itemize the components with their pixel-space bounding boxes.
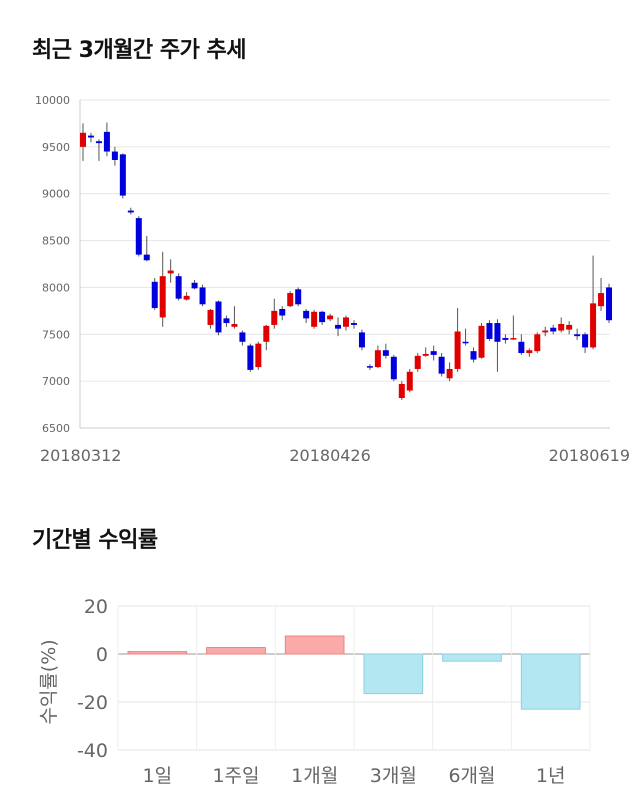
candle-body [255,343,262,368]
return-bar [127,651,188,655]
price-y-tick-label: 9500 [42,141,70,154]
candle-body [343,317,350,327]
return-x-tick-label: 3개월 [370,765,417,787]
price-trend-title: 최근 3개월간 주가 추세 [32,38,246,63]
candle-body [454,331,461,369]
price-x-tick-label: 20180312 [40,446,121,465]
candle-body [175,276,182,299]
candle-body [151,281,158,309]
candle-body [550,327,557,332]
candle-body [558,323,565,331]
return-x-tick-label: 1주일 [212,765,259,787]
return-x-tick-label: 1년 [536,765,566,787]
candle-body [518,341,525,354]
return-y-tick-label: 20 [84,596,108,618]
candle-body [526,350,533,354]
candle-body [470,351,477,360]
price-y-tick-label: 8000 [42,281,70,294]
candle-body [414,355,421,369]
price-y-tick-label: 10000 [35,94,70,107]
candle-body [327,315,334,320]
candle-body [406,371,413,391]
price-candlestick-chart: 6500 7000 7500 8000 8500 9000 9500 10000 2018031… [35,94,630,465]
candle-body [382,350,389,356]
candle-body [582,334,589,348]
candle-body [263,325,270,342]
price-y-tick-label: 9000 [42,188,70,201]
candle-body [287,293,294,307]
return-y-tick-label: 0 [96,644,108,666]
candle-body [350,323,357,325]
candle-body [430,351,437,355]
return-bar [206,647,266,655]
candle-body [199,287,206,305]
candle-body [590,303,597,348]
return-bar [284,635,345,655]
candle-body [207,309,214,325]
candle-body [494,323,501,342]
candle-body [143,254,150,261]
candle-body [103,131,110,152]
return-bar [363,653,424,695]
candle-body [223,318,230,324]
candle-body [159,276,166,318]
candle-body [606,287,613,321]
price-y-tick-label: 7500 [42,328,70,341]
candle-body [271,310,278,325]
candle-body [422,353,429,356]
period-return-title: 기간별 수익률 [32,528,158,553]
return-x-tick-label: 1일 [143,765,173,787]
candle-body [87,135,94,138]
candle-body [566,324,573,330]
candle-body [247,345,254,370]
candle-body [542,330,549,333]
candle-body [398,383,405,399]
return-x-tick-label: 6개월 [448,765,495,787]
candle-body [438,356,445,374]
candle-body [119,154,126,196]
candle-body [319,311,326,323]
candle-body [390,356,397,380]
price-x-tick-label: 20180619 [549,446,630,465]
price-y-tick-label: 6500 [42,422,70,435]
candle-body [279,308,286,316]
candle-body [502,338,509,340]
candle-body [446,368,453,379]
candle-body [231,323,238,327]
return-y-tick-label: -20 [77,692,108,714]
candle-body [366,366,373,368]
candle-body [191,282,198,289]
candle-body [462,341,469,344]
return-x-tick-label: 1개월 [291,765,338,787]
return-y-tick-label: -40 [77,740,108,762]
candle-body [486,323,493,339]
candle-body [478,325,485,358]
candle-body [303,310,310,319]
candle-body [239,332,246,342]
candle-body [135,218,142,255]
price-x-tick-label: 20180426 [289,446,370,465]
return-bar [520,653,581,710]
candle-body [335,324,342,329]
candle-body [111,151,118,160]
return-y-axis-label: 수익률(%) [38,639,60,724]
candle-body [127,210,134,213]
price-y-tick-label: 7000 [42,375,70,388]
return-bar [442,653,502,662]
candle-body [295,289,302,305]
candle-body [167,270,174,274]
candle-body [374,350,381,368]
candle-body [510,338,517,340]
candle-body [358,332,365,348]
candle-body [80,132,86,147]
candle-body [95,141,102,144]
candle-body [574,334,581,337]
price-y-tick-label: 8500 [42,235,70,248]
candle-body [598,293,605,307]
candle-body [215,301,222,333]
candle-body [183,295,190,300]
candle-body [311,311,318,327]
candle-body [534,334,541,352]
